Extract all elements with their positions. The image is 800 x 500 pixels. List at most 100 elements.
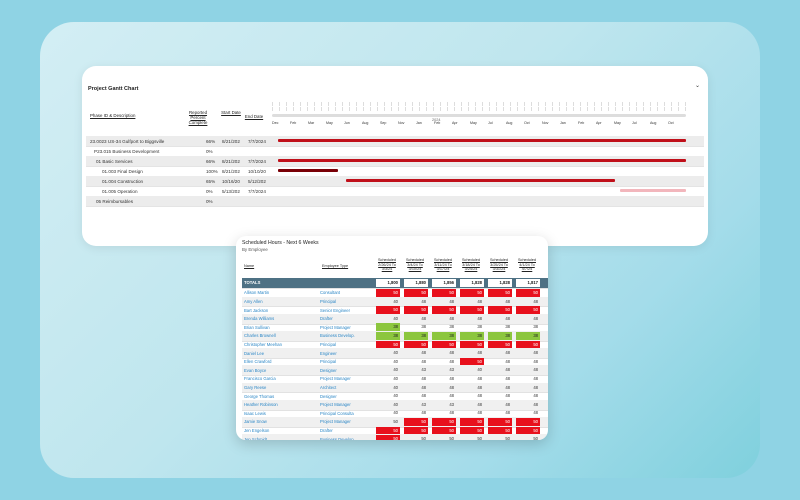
employee-name[interactable]: Bart Jackson <box>244 307 269 313</box>
col-header-week[interactable]: Scheduled 3/4/24 To 3/10/24 <box>406 258 424 272</box>
hours-cell: 50 <box>516 426 540 435</box>
chevron-down-icon[interactable]: ⌄ <box>694 83 700 89</box>
gantt-row-start: 8/21/202 <box>222 158 240 164</box>
gantt-row-start: 8/21/202 <box>222 168 240 174</box>
gantt-bar[interactable] <box>619 189 686 192</box>
hours-cell: 50 <box>460 357 484 366</box>
table-row[interactable]: Daniel Lee Engineer 40 48 48 48 48 48 <box>242 348 548 359</box>
col-header-week[interactable]: Scheduled 3/18/24 To 3/24/24 <box>462 258 480 272</box>
gantt-bar[interactable] <box>278 159 686 162</box>
gantt-row[interactable]: 05 Reimbursables 0% <box>86 196 704 207</box>
hours-cell: 48 <box>505 298 510 304</box>
hours-cell: 38 <box>432 332 456 340</box>
employee-name[interactable]: Ellen Crawford <box>244 359 272 365</box>
col-header-name[interactable]: Name <box>244 264 255 268</box>
gantt-row[interactable]: 23.0023 US-34 Gulfport to Biggsville 66% 8… <box>86 136 704 147</box>
hours-cell: 40 <box>393 384 398 390</box>
gantt-row-start: 5/13/202 <box>222 188 240 194</box>
hours-cell: 43 <box>449 367 454 373</box>
hours-cell: 48 <box>449 315 454 321</box>
employee-name[interactable]: Brenda Williams <box>244 316 275 322</box>
hours-cell: 48 <box>449 410 454 416</box>
col-header-employee-type[interactable]: Employee Type <box>322 264 349 268</box>
hours-cell: 38 <box>533 324 538 330</box>
hours-cell: 48 <box>449 384 454 390</box>
col-header-percent[interactable]: Reported Percent Complete <box>188 110 208 125</box>
timeline-month-label: May <box>614 121 621 125</box>
gantt-bar[interactable] <box>346 179 616 182</box>
employee-name[interactable]: Allison Martin <box>244 290 270 296</box>
hours-cell: 50 <box>432 306 456 314</box>
col-header-week[interactable]: Scheduled 4/1/24 To 4/7/24 <box>518 258 536 272</box>
hours-cell: 50 <box>432 289 456 297</box>
hours-cell: 50 <box>393 419 398 424</box>
gantt-bar[interactable] <box>278 169 339 172</box>
hours-cell: 50 <box>376 306 400 314</box>
hours-cell: 38 <box>505 324 510 330</box>
employee-name[interactable]: Evan Boyce <box>244 367 267 373</box>
table-row[interactable]: Heather Robinson Project Manager 40 43 43 48 4… <box>242 399 548 411</box>
timeline-month-label: Jul <box>632 121 637 125</box>
col-header-phase[interactable]: Phase ID & Description <box>90 113 136 118</box>
hours-cell: 50 <box>404 418 428 426</box>
timeline-month-label: Aug <box>650 121 657 125</box>
hours-cell: 48 <box>533 358 538 364</box>
employee-type: Senior Engineer <box>320 307 351 313</box>
col-header-week[interactable]: Scheduled 3/25/24 To 3/31/24 <box>490 258 508 272</box>
totals-row[interactable]: TOTALS 1,800 1,880 1,856 1,828 1,828 1,817 <box>242 278 548 289</box>
hours-cell: 50 <box>460 306 484 314</box>
hours-cell: 48 <box>421 358 426 364</box>
hours-cell: 38 <box>449 324 454 330</box>
employee-name[interactable]: Jen Engelson <box>244 427 270 433</box>
hours-cell: 50 <box>477 436 482 440</box>
hours-cell: 48 <box>421 298 426 304</box>
col-header-week[interactable]: Scheduled 3/11/24 To 3/17/24 <box>434 258 452 272</box>
table-row[interactable]: Gary Reese Architect 40 48 48 48 48 48 <box>242 382 548 394</box>
hours-cell: 48 <box>505 376 510 381</box>
hours-cell: 50 <box>404 289 428 297</box>
gantt-bar[interactable] <box>278 139 686 142</box>
table-row[interactable]: Evan Boyce Designer 40 43 43 40 48 48 <box>242 365 548 377</box>
employee-name[interactable]: Christopher Meehan <box>244 341 282 347</box>
gantt-row[interactable]: 01 Basic Services 66% 8/21/202 7/7/2024 <box>86 156 704 167</box>
hours-cell: 50 <box>488 306 512 314</box>
employee-type: Principal <box>320 341 337 347</box>
employee-name[interactable]: George Thomas <box>244 393 275 399</box>
col-header-end[interactable]: End Date <box>244 114 264 119</box>
hours-cell: 48 <box>533 401 538 407</box>
gantt-row-start: 8/21/202 <box>222 138 240 144</box>
col-header-week[interactable]: Scheduled 2/26/24 To 3/3/24 <box>378 258 396 272</box>
employee-name[interactable]: Isaac Lewis <box>244 410 266 416</box>
employee-name[interactable]: Amy Allen <box>244 298 263 304</box>
hours-cell: 48 <box>533 393 538 399</box>
employee-name[interactable]: Jamie Snow <box>244 419 267 425</box>
employee-name[interactable]: Daniel Lee <box>244 350 265 356</box>
employee-name[interactable]: Charles Brownell <box>244 333 276 339</box>
hours-cell: 50 <box>488 418 512 426</box>
employee-name[interactable]: Francisco Garcia <box>244 376 276 382</box>
hours-cell: 40 <box>393 376 398 381</box>
employee-name[interactable]: Gary Reese <box>244 384 267 390</box>
employee-name[interactable]: Jen Schmidt <box>244 436 268 440</box>
gantt-row-end: 5/12/202 <box>248 178 266 184</box>
col-header-start[interactable]: Start Date <box>221 110 241 115</box>
employee-type: Project Manager <box>320 324 351 330</box>
employee-name[interactable]: Brian Sullivan <box>244 324 270 330</box>
hours-cell: 48 <box>421 376 426 381</box>
hours-cell: 38 <box>421 324 426 330</box>
hours-cell: 50 <box>533 436 538 440</box>
table-row[interactable]: Jen Schmidt Business Develop. 50 50 50 50 50 50 <box>242 434 548 440</box>
hours-cell: 48 <box>421 350 426 356</box>
hours-cell: 48 <box>477 350 482 356</box>
timeline-ticks <box>272 107 686 111</box>
hours-cell: 40 <box>393 367 398 373</box>
hours-cell: 48 <box>505 401 510 407</box>
timeline-scrollbar[interactable] <box>272 114 686 117</box>
hours-cell: 38 <box>404 332 428 340</box>
hours-cell: 48 <box>505 393 510 399</box>
hours-cell: 38 <box>516 332 540 340</box>
employee-name[interactable]: Heather Robinson <box>244 402 278 408</box>
gantt-row[interactable]: 01.004 Construction 65% 10/16/20 5/12/202 <box>86 176 704 187</box>
employee-type: Principal Consulta <box>320 410 354 416</box>
timeline-month-label: Oct <box>524 121 530 125</box>
